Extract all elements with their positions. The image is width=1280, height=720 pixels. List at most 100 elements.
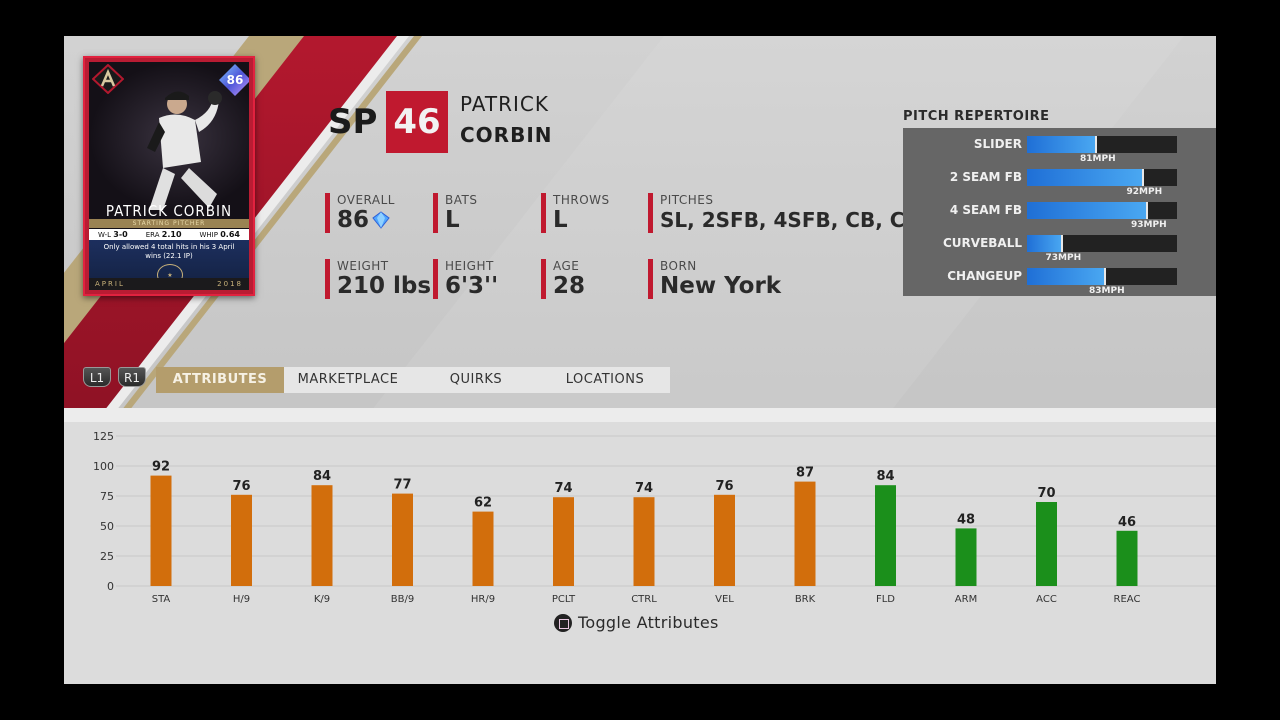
y-tick-label: 125 xyxy=(93,430,114,443)
bar-value-label: 46 xyxy=(1118,515,1136,530)
x-category-label: HR/9 xyxy=(471,594,495,605)
bar-value-label: 87 xyxy=(796,466,814,481)
card-stats: W-L 3-0 ERA 2.10 WHIP 0.64 xyxy=(89,229,249,240)
tab-attributes[interactable]: ATTRIBUTES xyxy=(156,367,284,393)
bats-label: BATS xyxy=(445,193,478,207)
pitch-speed: 81MPH xyxy=(1080,154,1116,164)
toggle-attributes-label: Toggle Attributes xyxy=(578,613,719,632)
bar-value-label: 74 xyxy=(554,481,572,496)
pitch-row: CHANGEUP 83MPH xyxy=(903,263,1216,296)
attribute-bar xyxy=(955,528,977,586)
tab-quirks[interactable]: QUIRKS xyxy=(412,367,540,393)
chart-top-strip xyxy=(64,408,1216,422)
throws-value: L xyxy=(553,207,568,233)
pitch-velocity-marker xyxy=(1060,235,1063,252)
card-footer-year: 2018 xyxy=(217,280,243,288)
player-card-inner: 86 PATRICK CORBIN STARTING PITCHER W-L 3… xyxy=(89,62,249,290)
player-first-name: PATRICK xyxy=(460,92,550,116)
square-button-icon xyxy=(554,613,572,632)
overall-info: OVERALL 86 xyxy=(325,193,395,233)
bar-value-label: 84 xyxy=(313,469,331,484)
pitch-velocity-fill xyxy=(1027,235,1062,252)
player-last-name: CORBIN xyxy=(460,123,553,147)
overall-value-row: 86 xyxy=(337,207,395,233)
attribute-bar xyxy=(633,497,655,586)
x-category-label: BB/9 xyxy=(391,594,414,605)
age-label: AGE xyxy=(553,259,580,273)
pitch-speed: 83MPH xyxy=(1089,286,1125,296)
attribute-bar xyxy=(150,475,172,586)
x-category-label: ACC xyxy=(1036,594,1057,605)
y-tick-label: 25 xyxy=(100,550,114,563)
attributes-chart-area: 125 100 75 50 25 0 92 STA 76 H/9 84 K/9 77 BB/9 62 HR/9… xyxy=(64,408,1216,684)
pitch-velocity-fill xyxy=(1027,136,1096,153)
pitch-velocity-bar xyxy=(1027,169,1177,186)
born-value: New York xyxy=(660,273,782,299)
pitch-name: 2 SEAM FB xyxy=(949,170,1022,184)
card-footer: APRIL 2018 xyxy=(89,278,249,290)
throws-label: THROWS xyxy=(553,193,610,207)
pitch-name: CHANGEUP xyxy=(947,269,1022,283)
bar-value-label: 77 xyxy=(393,478,411,493)
attribute-bar xyxy=(875,485,896,586)
bar-value-label: 48 xyxy=(957,512,975,527)
bats-value: L xyxy=(445,207,460,233)
pitch-row: CURVEBALL 73MPH xyxy=(903,230,1216,263)
pitcher-silhouette-icon xyxy=(147,91,222,210)
y-tick-label: 0 xyxy=(107,580,114,593)
pitches-label: PITCHES xyxy=(660,193,714,207)
weight-value: 210 lbs xyxy=(337,273,432,299)
x-category-label: BRK xyxy=(795,594,816,605)
bar-value-label: 74 xyxy=(635,481,653,496)
r1-button[interactable]: R1 xyxy=(118,367,146,387)
attribute-bar xyxy=(714,494,735,586)
attribute-bar xyxy=(1116,530,1138,586)
toggle-attributes-hint[interactable]: Toggle Attributes xyxy=(554,613,719,632)
born-label: BORN xyxy=(660,259,697,273)
pitch-speed: 92MPH xyxy=(1126,187,1163,197)
tab-marketplace[interactable]: MARKETPLACE xyxy=(284,367,412,393)
player-card: 86 PATRICK CORBIN STARTING PITCHER W-L 3… xyxy=(83,56,255,296)
l1-button[interactable]: L1 xyxy=(83,367,111,387)
height-info: HEIGHT 6'3'' xyxy=(433,259,498,299)
player-screen: 86 PATRICK CORBIN STARTING PITCHER W-L 3… xyxy=(64,36,1216,684)
pitch-velocity-fill xyxy=(1027,268,1105,285)
throws-info: THROWS L xyxy=(541,193,610,233)
tab-locations[interactable]: LOCATIONS xyxy=(540,367,670,393)
pitches-info: PITCHES SL, 2SFB, 4SFB, CB, CH xyxy=(648,193,921,233)
x-category-label: FLD xyxy=(876,594,895,605)
x-category-label: VEL xyxy=(715,594,734,605)
attribute-bar xyxy=(1036,502,1057,586)
pitch-row: SLIDER 81MPH xyxy=(903,131,1216,164)
pitch-name: CURVEBALL xyxy=(942,236,1022,250)
pitch-speed: 73MPH xyxy=(1045,253,1082,263)
pitch-velocity-fill xyxy=(1027,202,1147,219)
y-tick-label: 100 xyxy=(93,460,114,473)
x-category-label: CTRL xyxy=(631,594,657,605)
bar-value-label: 76 xyxy=(715,479,733,494)
pitch-repertoire-panel: SLIDER 81MPH 2 SEAM FB 92MPH 4 SEAM FB 93MPH C… xyxy=(903,128,1216,296)
card-player-name: PATRICK CORBIN xyxy=(105,202,233,220)
bar-value-label: 84 xyxy=(876,469,894,484)
age-info: AGE 28 xyxy=(541,259,585,299)
age-value: 28 xyxy=(553,273,586,299)
player-photo xyxy=(89,62,249,212)
born-info: BORN New York xyxy=(648,259,781,299)
diamond-tier-icon xyxy=(372,211,390,229)
pitch-velocity-marker xyxy=(1141,169,1144,186)
pitch-row: 2 SEAM FB 92MPH xyxy=(903,164,1216,197)
weight-label: WEIGHT xyxy=(337,259,389,273)
pitch-speed: 93MPH xyxy=(1131,220,1167,230)
card-stat-wl: W-L 3-0 xyxy=(97,230,128,239)
attribute-bar xyxy=(472,511,494,586)
pitch-name: 4 SEAM FB xyxy=(949,203,1022,217)
y-tick-label: 75 xyxy=(100,490,114,503)
pitch-velocity-bar xyxy=(1027,202,1177,219)
bats-info: BATS L xyxy=(433,193,477,233)
x-category-label: REAC xyxy=(1114,594,1141,605)
pitch-velocity-marker xyxy=(1104,268,1106,285)
y-tick-label: 50 xyxy=(100,520,114,533)
card-footer-month: APRIL xyxy=(95,280,125,288)
x-category-label: H/9 xyxy=(233,594,250,605)
overall-value: 86 xyxy=(337,207,370,233)
